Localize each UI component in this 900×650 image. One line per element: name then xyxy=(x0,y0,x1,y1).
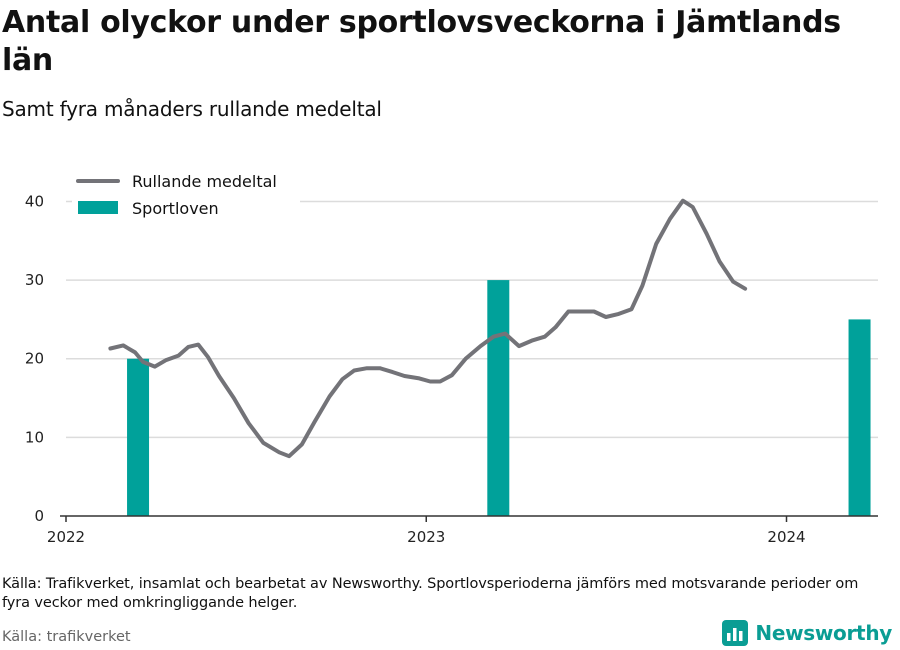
y-axis: 0 10 20 30 40 xyxy=(25,192,44,525)
source-text: Källa: trafikverket xyxy=(2,629,131,645)
legend-label-bar: Sportloven xyxy=(132,199,219,218)
sportlov-bar xyxy=(127,358,150,516)
chart-plot: 2022 2023 2024 0 10 20 30 40 Rullande medeltal… xyxy=(25,166,878,546)
y-tick-label: 10 xyxy=(25,428,44,446)
chart-title: Antal olyckor under sportlovsveckorna i … xyxy=(2,5,841,78)
sportlov-bar xyxy=(487,280,510,516)
x-tick-label: 2024 xyxy=(767,528,805,546)
legend-background xyxy=(72,166,300,226)
sportlov-bar xyxy=(848,319,871,516)
legend-bar-swatch xyxy=(78,201,118,214)
y-tick-label: 20 xyxy=(25,350,44,368)
rolling-average-line xyxy=(108,198,748,459)
gridlines xyxy=(66,200,878,439)
bars xyxy=(127,280,871,516)
footnote: Källa: Trafikverket, insamlat och bearbe… xyxy=(2,576,859,611)
y-tick-label: 30 xyxy=(25,271,44,289)
y-tick-label: 0 xyxy=(34,507,44,525)
newsworthy-logo[interactable]: Newsworthy xyxy=(721,619,892,647)
bar-chart-icon xyxy=(722,620,749,646)
chart-subtitle: Samt fyra månaders rullande medeltal xyxy=(2,97,382,121)
legend: Rullande medeltal Sportloven xyxy=(72,166,300,226)
x-tick-label: 2022 xyxy=(47,528,85,546)
brand-name: Newsworthy xyxy=(755,621,892,645)
x-tick-label: 2023 xyxy=(407,528,445,546)
legend-label-line: Rullande medeltal xyxy=(132,172,277,191)
y-tick-label: 40 xyxy=(25,192,44,210)
x-axis: 2022 2023 2024 xyxy=(47,515,878,546)
